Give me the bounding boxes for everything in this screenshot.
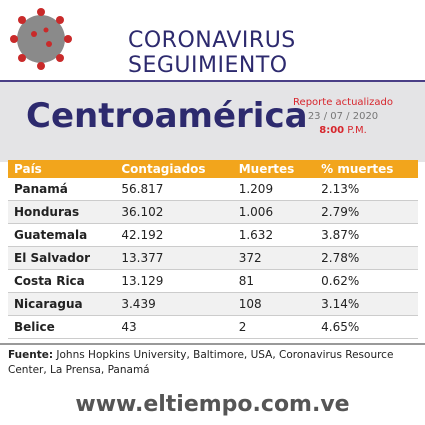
virus-icon: [10, 8, 72, 70]
table-cell: 13.377: [115, 246, 233, 270]
table-cell: 4.65%: [315, 315, 418, 339]
column-header: % muertes: [315, 160, 418, 178]
region-title: Centroamérica: [26, 96, 308, 136]
table-cell: 2.79%: [315, 200, 418, 224]
table-cell: 43: [115, 315, 233, 339]
table-cell: 1.006: [232, 200, 316, 224]
table-cell: Honduras: [8, 200, 116, 224]
table-cell: 81: [232, 269, 316, 293]
table-cell: 2.78%: [315, 246, 418, 270]
report-period: P.M.: [347, 125, 367, 136]
report-label: Reporte actualizado: [293, 97, 393, 108]
table-cell: 372: [232, 246, 316, 270]
table-cell: 1.632: [232, 223, 316, 247]
table-cell: 42.192: [115, 223, 233, 247]
column-header: Muertes: [232, 160, 316, 178]
table-cell: 36.102: [115, 200, 233, 224]
table-row: Belice 43 2 4.65%: [8, 315, 418, 339]
table-row: Guatemala 42.192 1.632 3.87%: [8, 223, 418, 247]
table-cell: Panamá: [8, 178, 116, 201]
band: [0, 80, 425, 162]
table-row: Panamá 56.817 1.209 2.13%: [8, 178, 418, 201]
table-cell: 13.129: [115, 269, 233, 293]
separator: [0, 343, 425, 345]
table-cell: Costa Rica: [8, 269, 116, 293]
column-header: País: [8, 160, 116, 178]
table-cell: 0.62%: [315, 269, 418, 293]
table-cell: Nicaragua: [8, 292, 116, 316]
table-cell: El Salvador: [8, 246, 116, 270]
table-cell: 1.209: [232, 178, 316, 201]
table-cell: 3.439: [115, 292, 233, 316]
table-cell: 2: [232, 315, 316, 339]
column-header: Contagiados: [115, 160, 233, 178]
footer: Fuente: Johns Hopkins University, Baltim…: [8, 348, 418, 378]
table-cell: 108: [232, 292, 316, 316]
report-time: 8:00: [319, 125, 345, 136]
title: CORONAVIRUS SEGUIMIENTO: [128, 28, 296, 78]
table-row: Honduras 36.102 1.006 2.79%: [8, 200, 418, 224]
table-cell: 3.14%: [315, 292, 418, 316]
table-row: Costa Rica 13.129 81 0.62%: [8, 269, 418, 293]
table-cell: 3.87%: [315, 223, 418, 247]
table-cell: Belice: [8, 315, 116, 339]
table-cell: 2.13%: [315, 178, 418, 201]
table-cell: 56.817: [115, 178, 233, 201]
url: www.eltiempo.com.ve: [75, 392, 350, 417]
table-row: Nicaragua 3.439 108 3.14%: [8, 292, 418, 316]
footer-text: Johns Hopkins University, Baltimore, USA…: [8, 349, 394, 376]
footer-label: Fuente:: [8, 349, 54, 361]
table-row: El Salvador 13.377 372 2.78%: [8, 246, 418, 270]
report-date: 23 / 07 / 2020: [307, 111, 379, 122]
report: Reporte actualizado 23 / 07 / 2020 8:00 …: [283, 96, 403, 138]
table-cell: Guatemala: [8, 223, 116, 247]
table: País Contagiados Muertes% muertes Panamá 56.…: [8, 160, 418, 339]
